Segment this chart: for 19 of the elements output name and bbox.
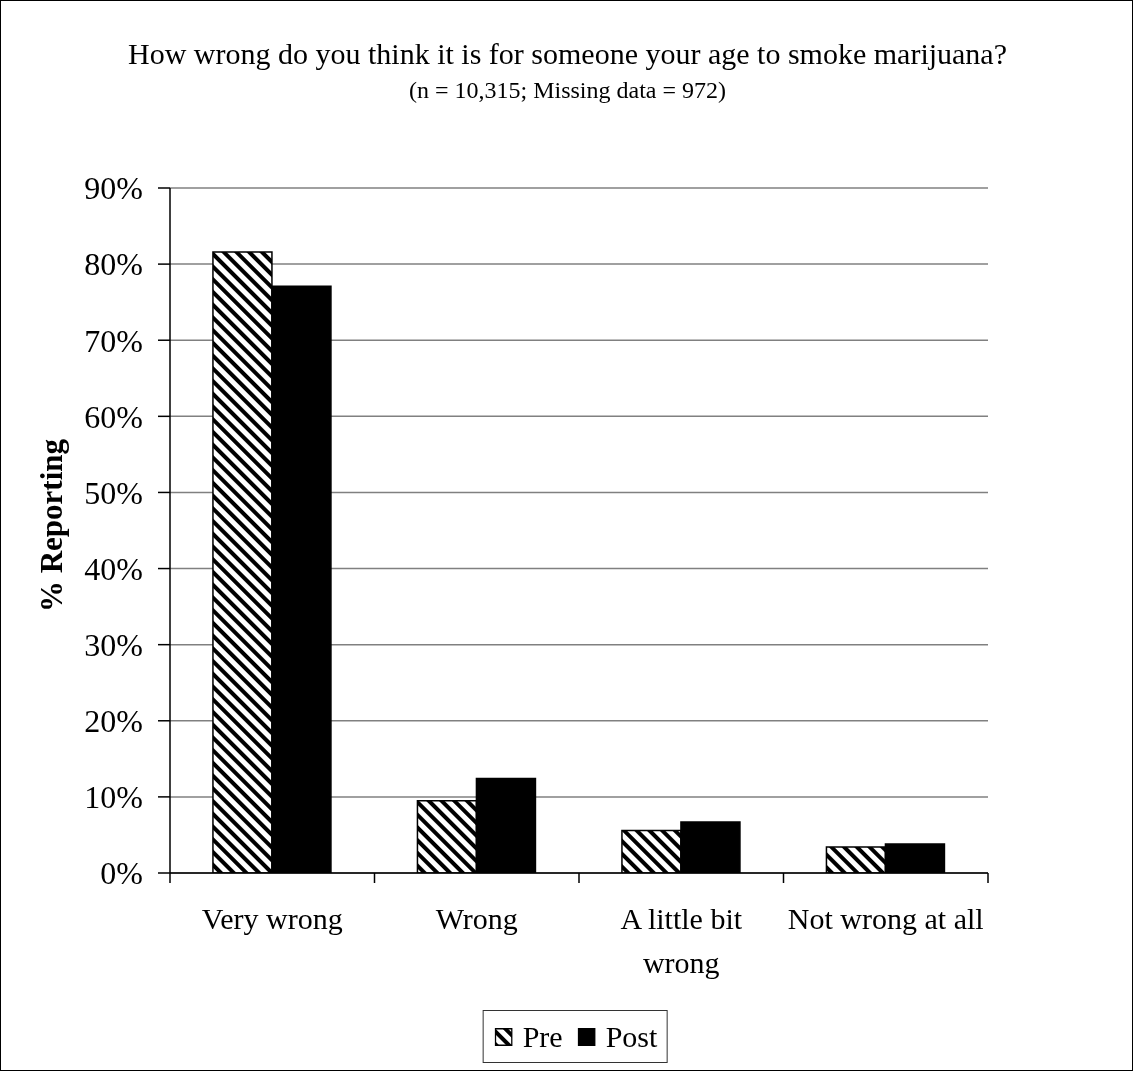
y-axis-title: % Reporting bbox=[33, 438, 69, 613]
y-tick-label: 60% bbox=[84, 398, 143, 435]
chart-title: How wrong do you think it is for someone your age to smoke marijuana? bbox=[127, 36, 1008, 72]
x-tick-label: Not wrong at all bbox=[787, 902, 984, 935]
legend-label: Pre bbox=[522, 1019, 563, 1054]
y-tick-label: 80% bbox=[84, 246, 143, 283]
y-tick-label: 90% bbox=[84, 170, 143, 207]
y-tick-label: 0% bbox=[100, 855, 143, 892]
y-tick-label: 50% bbox=[84, 474, 143, 511]
y-tick-label: 70% bbox=[84, 322, 143, 359]
y-tick-label: 30% bbox=[84, 627, 143, 664]
y-tick-label: 20% bbox=[84, 703, 143, 740]
y-tick-label: 10% bbox=[84, 779, 143, 816]
chart-subtitle: (n = 10,315; Missing data = 972) bbox=[407, 76, 728, 105]
y-tick-label: 40% bbox=[84, 550, 143, 587]
x-tick-label: Very wrong bbox=[201, 902, 343, 935]
x-tick-label: A little bit wrong bbox=[620, 902, 743, 979]
x-tick-label: Wrong bbox=[435, 902, 518, 935]
legend-label: Post bbox=[605, 1019, 658, 1054]
